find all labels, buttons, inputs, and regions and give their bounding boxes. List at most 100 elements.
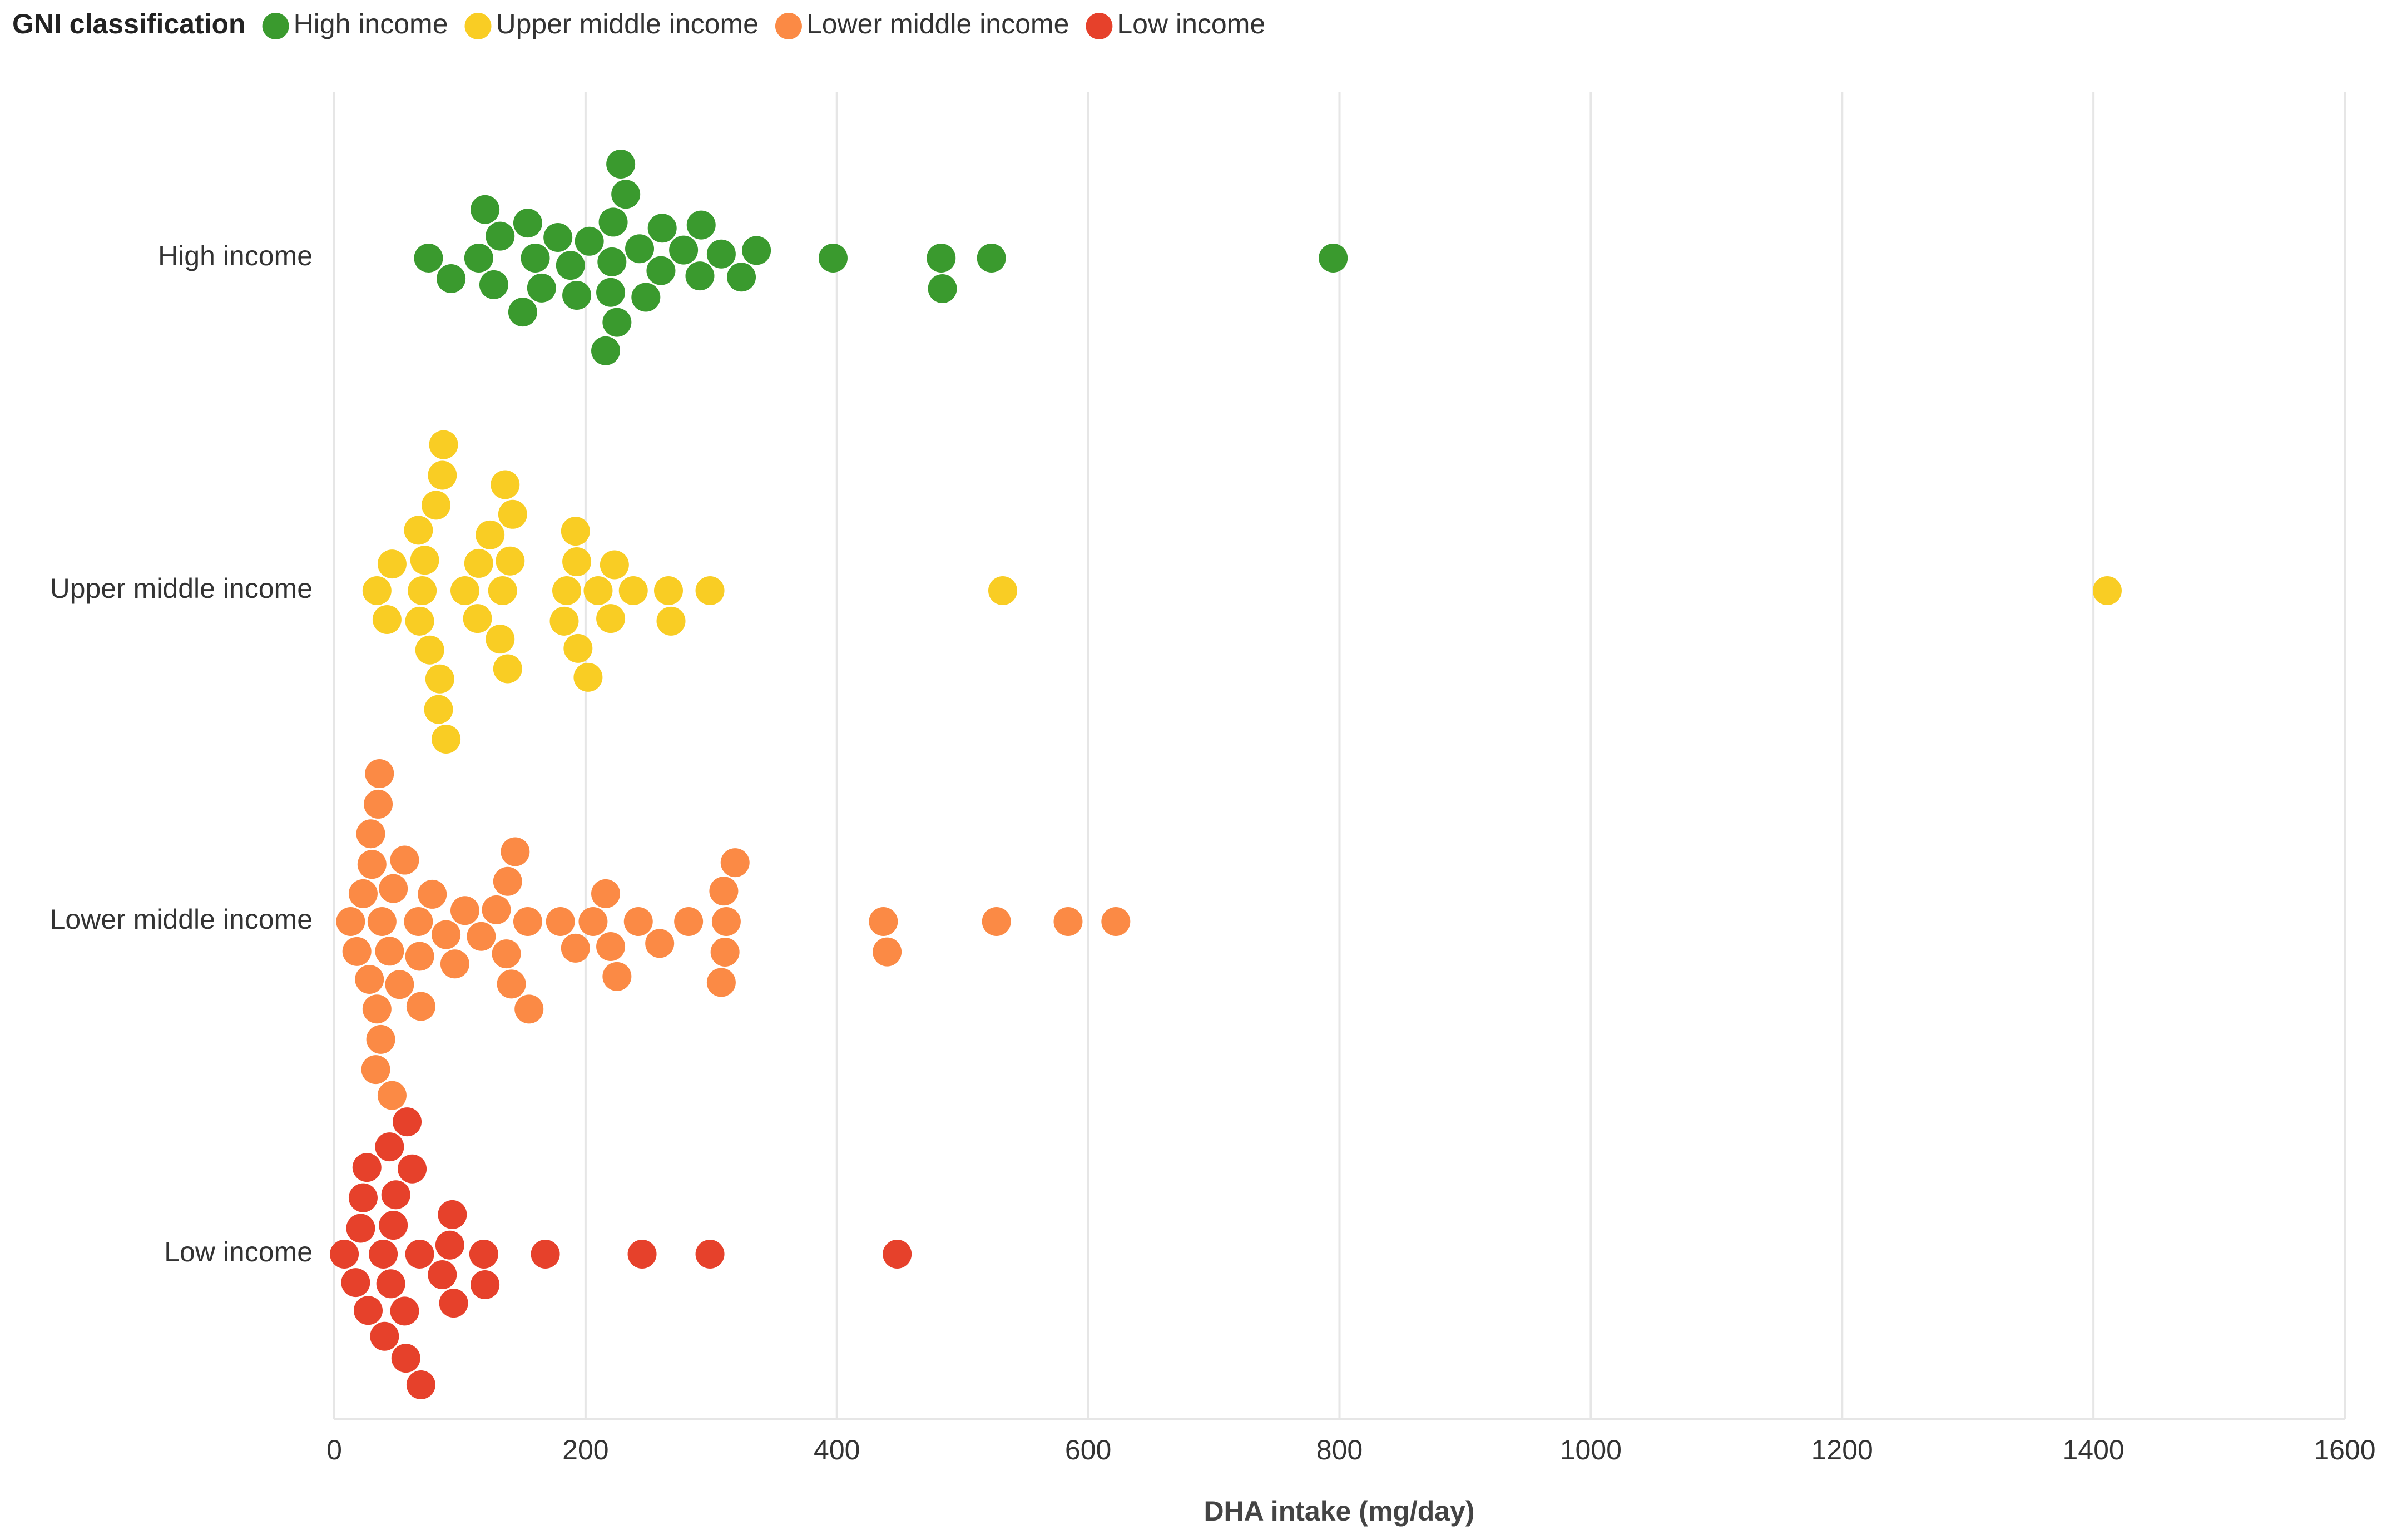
dot [695,576,725,605]
dot [546,907,575,936]
dot [1101,907,1131,936]
dot [362,576,392,605]
dot [429,430,458,459]
dot [1319,244,1348,273]
dot [618,576,648,605]
dot [464,244,493,273]
dot [469,1240,498,1269]
dot [492,939,521,969]
dot [561,933,590,963]
x-axis-title: DHA intake (mg/day) [1204,1496,1474,1527]
legend-label: Upper middle income [496,8,759,39]
dot [674,907,704,936]
dot [408,576,437,605]
dot [381,1180,410,1210]
dot [727,263,756,292]
dot [873,937,902,967]
legend-swatch [775,13,802,39]
dot [578,907,608,936]
dot [432,920,461,949]
dot [435,1230,464,1260]
dot [552,576,581,605]
legend-swatch [262,13,289,39]
dot [425,664,454,694]
dot [602,962,632,991]
dot [393,1107,422,1137]
dot [611,180,641,209]
dot [491,470,520,499]
dot [428,1260,457,1290]
dot [493,866,522,896]
dot [488,576,517,605]
dot [742,236,771,265]
dot [476,520,505,549]
dot [376,1269,405,1299]
dot [439,1289,468,1318]
dot [883,1240,912,1269]
dot [405,942,434,971]
dot [583,576,613,605]
dot [493,654,522,684]
dot [415,635,444,665]
dot [356,819,385,849]
dot [549,606,579,636]
dot [482,895,511,924]
dot [563,633,593,663]
dot [450,576,479,605]
dot [385,970,414,999]
dot [418,879,447,909]
dot [379,874,408,903]
dot [372,605,402,634]
dot [561,517,590,546]
dot [711,907,741,936]
dot [513,907,542,936]
dot [341,1268,370,1298]
dot [606,150,636,179]
dot [562,547,592,577]
dot [513,209,542,238]
dot [404,907,433,936]
dot [720,848,750,878]
dot [706,239,736,269]
dot [869,907,898,936]
x-tick-label: 1200 [1811,1434,1873,1465]
dot [600,550,629,580]
dot [928,274,957,303]
dot [531,1240,560,1269]
dot [450,896,479,925]
dot [432,724,461,754]
dot [597,247,627,276]
dot [575,226,604,256]
legend-item: Low income [1086,8,1265,39]
dot [463,604,492,633]
dot [988,576,1017,605]
dot [501,837,530,866]
x-tick-label: 200 [562,1434,608,1465]
dot [685,261,715,291]
dot [365,759,394,788]
dot [379,1211,408,1240]
dot [695,1240,725,1269]
dot [625,234,655,264]
y-category-label: Low income [164,1236,313,1267]
legend-label: High income [294,8,448,39]
y-category-label: Lower middle income [50,904,313,935]
dot [364,789,393,819]
dot [486,221,515,251]
x-tick-label: 400 [814,1434,860,1465]
dot [377,549,407,579]
legend-label: Lower middle income [806,8,1069,39]
legend-item: Upper middle income [464,8,759,39]
dot [653,576,683,605]
dot [357,850,387,879]
legend-swatch [1086,13,1113,39]
dot [927,244,956,273]
dot [573,662,603,692]
dot [669,235,699,265]
dot [508,298,537,327]
dot [424,695,453,724]
dot [521,244,550,273]
dot [361,1055,390,1085]
dot [375,937,404,966]
